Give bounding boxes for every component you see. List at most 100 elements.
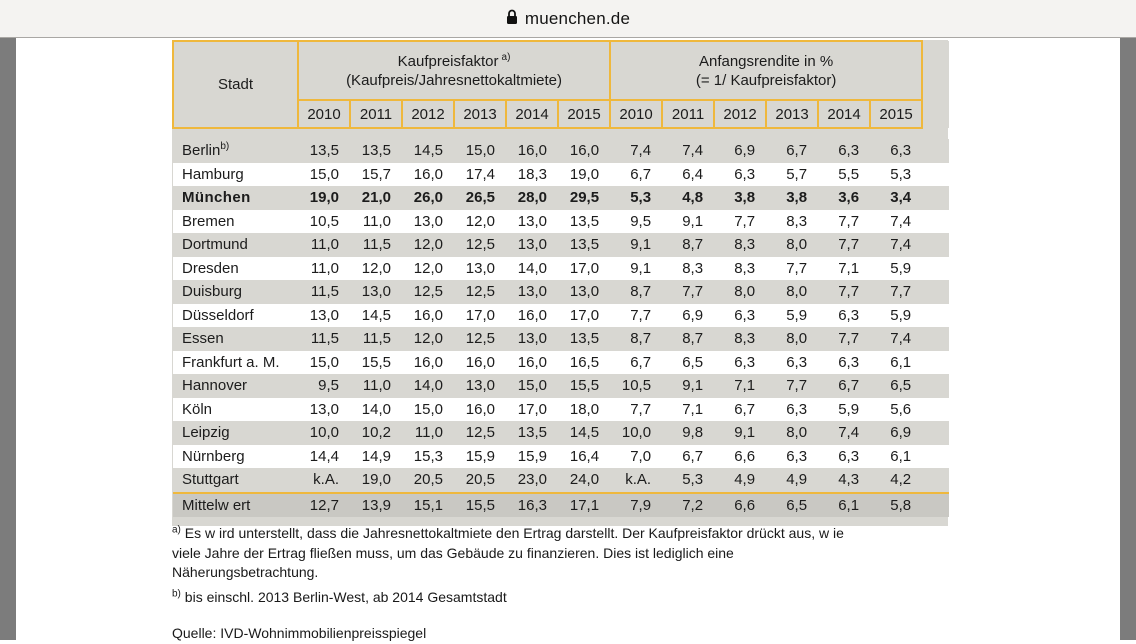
- footnote-ref-a: a): [501, 51, 511, 63]
- year-header: 2014: [505, 99, 559, 129]
- rendite-value: 4,8: [662, 186, 715, 210]
- city-label: Stuttgart: [182, 471, 239, 488]
- rendite-value: 8,7: [610, 327, 663, 351]
- rendite-value: 6,5: [870, 374, 923, 398]
- rendite-value: 6,3: [714, 303, 767, 327]
- table-row: Essen 11,5 11,5 12,0 12,5 13,0 13,5 8,7 …: [173, 327, 950, 351]
- kpf-value: 17,4: [454, 162, 506, 186]
- rendite-value: 7,7: [818, 327, 871, 351]
- kpf-value: 17,0: [558, 303, 611, 327]
- rendite-value: 7,7: [818, 209, 871, 233]
- kpf-value: 13,0: [298, 303, 350, 327]
- kpf-value: 9,5: [298, 374, 350, 398]
- rendite-value: 8,0: [766, 280, 819, 304]
- city-label: Dortmund: [182, 236, 248, 253]
- table-right-padding: [922, 41, 950, 128]
- kpf-value: 12,5: [454, 327, 506, 351]
- kpf-value: 16,0: [402, 303, 454, 327]
- table-row: Berlinb) 13,5 13,5 14,5 15,0 16,0 16,0 7…: [173, 139, 950, 163]
- rendite-value: 6,3: [818, 444, 871, 468]
- group1-subtitle: (Kaufpreis/Jahresnettokaltmiete): [346, 71, 562, 89]
- footnote-a-line2: viele Jahre der Ertrag fließen muss, um …: [172, 544, 734, 561]
- kpf-value: 15,0: [402, 397, 454, 421]
- kpf-value: k.A.: [298, 468, 350, 493]
- kpf-value: 16,0: [454, 350, 506, 374]
- kpf-value: 10,0: [298, 421, 350, 445]
- rendite-value: 6,3: [818, 303, 871, 327]
- kpf-value: 11,5: [350, 233, 402, 257]
- rendite-value: 8,7: [662, 327, 715, 351]
- rendite-value: 8,0: [766, 421, 819, 445]
- rendite-value: 6,6: [714, 491, 767, 517]
- url-bar[interactable]: muenchen.de: [0, 0, 1136, 38]
- kpf-value: 15,5: [350, 350, 402, 374]
- rendite-value: 6,7: [714, 397, 767, 421]
- rendite-value: 9,1: [714, 421, 767, 445]
- year-header: 2015: [556, 99, 612, 129]
- year-header: 2010: [609, 99, 664, 129]
- kpf-value: 16,0: [402, 162, 454, 186]
- rendite-value: 5,9: [870, 303, 923, 327]
- rendite-value: 8,3: [714, 256, 767, 280]
- rendite-value: 7,7: [610, 397, 663, 421]
- kpf-value: 12,0: [350, 256, 402, 280]
- footnote-a-marker: a): [172, 524, 181, 536]
- rendite-value: 7,7: [766, 256, 819, 280]
- rendite-value: 5,9: [766, 303, 819, 327]
- kpf-value: 11,5: [298, 280, 350, 304]
- rendite-value: 8,3: [714, 327, 767, 351]
- rendite-value: 9,5: [610, 209, 663, 233]
- city-label: Bremen: [182, 212, 235, 230]
- kpf-value: 14,0: [506, 256, 558, 280]
- rendite-value: 8,3: [662, 256, 715, 280]
- rendite-value: 6,9: [662, 303, 715, 327]
- rendite-value: 6,3: [870, 139, 923, 163]
- kpf-value: 15,0: [298, 350, 350, 374]
- kpf-value: 14,4: [298, 444, 350, 468]
- rendite-value: 10,5: [610, 374, 663, 398]
- kpf-value: 14,0: [350, 397, 402, 421]
- rendite-value: 8,0: [714, 280, 767, 304]
- table-row: Frankfurt a. M. 15,0 15,5 16,0 16,0 16,0…: [173, 350, 950, 374]
- kpf-value: 26,5: [454, 186, 506, 210]
- footnote-ref: b): [220, 141, 230, 152]
- kpf-value: 14,5: [402, 139, 454, 163]
- kpf-value: 18,0: [558, 397, 611, 421]
- kpf-value: 29,5: [558, 186, 611, 210]
- rendite-value: 6,3: [766, 444, 819, 468]
- year-header: 2010: [297, 99, 351, 129]
- rendite-value: 7,0: [610, 444, 663, 468]
- rendite-value: 6,7: [818, 374, 871, 398]
- city-label: Hannover: [182, 377, 248, 394]
- city-label: Duisburg: [182, 283, 243, 300]
- kpf-value: 12,0: [454, 209, 506, 233]
- rendite-value: 7,7: [714, 209, 767, 233]
- kpf-value: 18,3: [506, 162, 558, 186]
- table-row: Hamburg 15,0 15,7 16,0 17,4 18,3 19,0 6,…: [173, 162, 950, 186]
- year-header: 2012: [401, 99, 455, 129]
- rendite-value: 6,7: [662, 444, 715, 468]
- rendite-value: 6,1: [818, 491, 871, 517]
- kpf-value: 28,0: [506, 186, 558, 210]
- column-group-anfangsrendite: Anfangsrendite in % (= 1/ Kaufpreisfakto…: [609, 40, 924, 101]
- kpf-value: 13,5: [558, 327, 611, 351]
- table-row: Köln 13,0 14,0 15,0 16,0 17,0 18,0 7,7 7…: [173, 397, 950, 421]
- kpf-value: 10,5: [298, 209, 350, 233]
- kpf-value: 12,5: [454, 421, 506, 445]
- rendite-value: 6,5: [766, 491, 819, 517]
- year-header: 2013: [453, 99, 507, 129]
- kpf-value: 14,9: [350, 444, 402, 468]
- city-label: Hamburg: [182, 165, 244, 183]
- kpf-value: 14,0: [402, 374, 454, 398]
- rendite-value: 7,4: [610, 139, 663, 163]
- kpf-value: 13,5: [298, 139, 350, 163]
- kpf-value: 12,7: [298, 491, 350, 517]
- rendite-value: 7,2: [662, 491, 715, 517]
- rendite-value: 10,0: [610, 421, 663, 445]
- kpf-value: 21,0: [350, 186, 402, 210]
- rendite-value: 6,5: [662, 350, 715, 374]
- price-factor-table: Stadt Kaufpreisfaktor a) (Kaufpreis/Jahre…: [172, 40, 950, 526]
- rendite-value: 6,7: [610, 350, 663, 374]
- rendite-value: 5,5: [818, 162, 871, 186]
- rendite-value: 7,7: [818, 280, 871, 304]
